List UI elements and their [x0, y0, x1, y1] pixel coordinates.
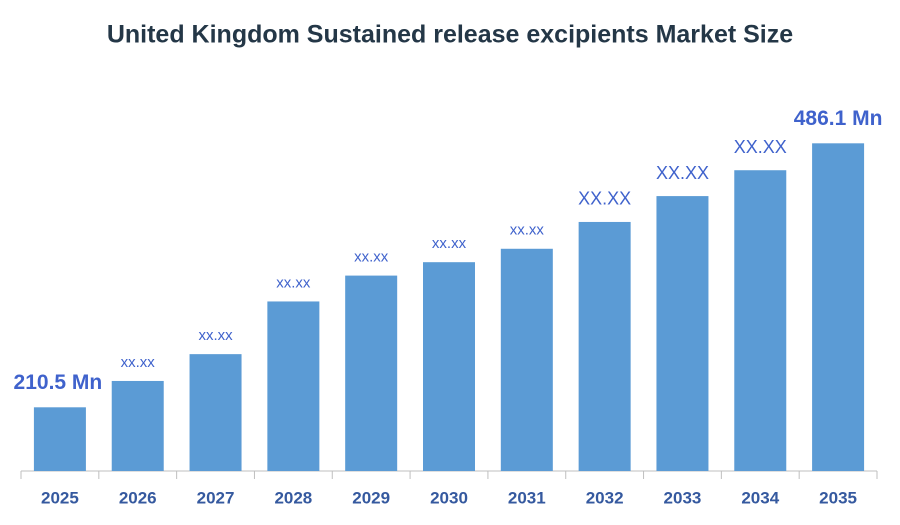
value-label: xx.xx	[276, 274, 311, 291]
x-tick-label: 2026	[119, 488, 157, 507]
bar	[345, 275, 398, 471]
bar	[812, 143, 865, 471]
x-tick-label: 2032	[586, 488, 624, 507]
value-label: 210.5 Mn	[14, 371, 103, 394]
x-tick-label: 2031	[508, 488, 546, 507]
x-tick-label: 2025	[41, 488, 79, 507]
value-label: XX.XX	[734, 137, 787, 157]
bar	[578, 221, 631, 471]
value-label: xx.xx	[198, 327, 233, 344]
x-tick-label: 2027	[197, 488, 235, 507]
bar	[656, 196, 709, 471]
bar	[111, 380, 164, 471]
x-tick-label: 2035	[819, 488, 857, 507]
x-tick-label: 2033	[664, 488, 702, 507]
bar	[500, 248, 553, 471]
chart-title: United Kingdom Sustained release excipie…	[107, 21, 793, 49]
value-label: xx.xx	[121, 354, 156, 371]
x-tick-label: 2028	[274, 488, 312, 507]
x-tick-label: 2034	[741, 488, 779, 507]
value-label: XX.XX	[656, 163, 709, 183]
bar	[189, 354, 242, 471]
value-label: xx.xx	[354, 249, 389, 266]
value-label: xx.xx	[510, 222, 545, 239]
bar	[267, 301, 320, 471]
bar	[33, 407, 86, 471]
x-tick-label: 2030	[430, 488, 468, 507]
x-tick-label: 2029	[352, 488, 390, 507]
bar	[734, 170, 787, 471]
bar	[423, 262, 475, 471]
value-label: 486.1 Mn	[794, 107, 883, 130]
value-label: xx.xx	[432, 235, 467, 252]
value-label: XX.XX	[578, 189, 631, 209]
